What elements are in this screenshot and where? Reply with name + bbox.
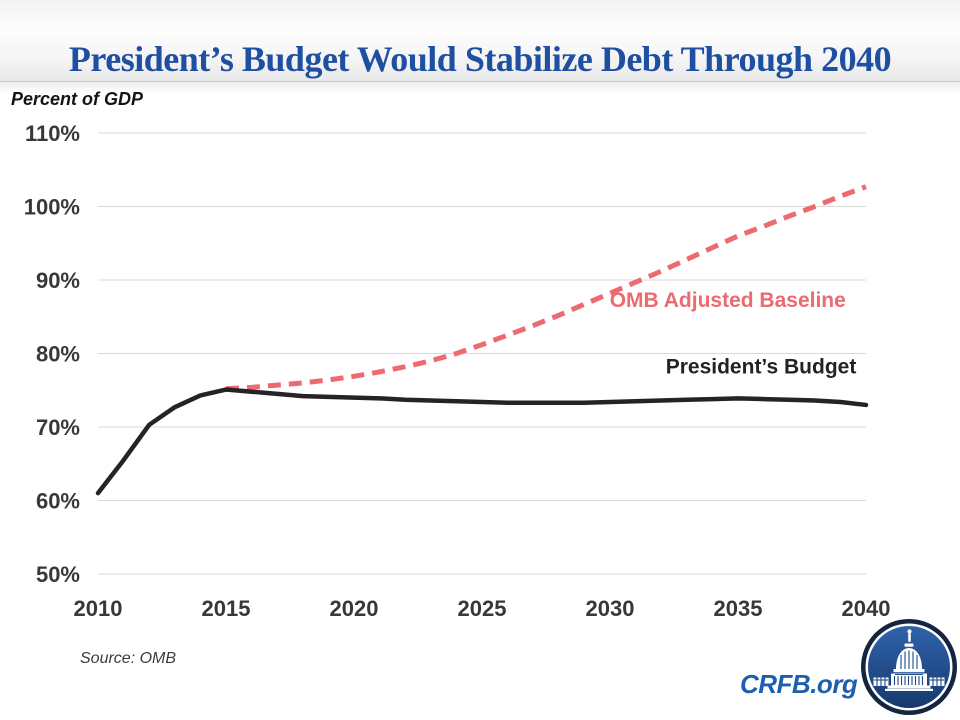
y-tick-label: 90% <box>36 268 80 293</box>
x-tick-label: 2010 <box>74 596 123 621</box>
series-line-omb-adjusted-baseline <box>225 184 867 392</box>
page-title: President’s Budget Would Stabilize Debt … <box>68 39 892 79</box>
x-tick-label: 2020 <box>330 596 379 621</box>
y-axis-unit-label: Percent of GDP <box>11 89 144 109</box>
y-tick-label: 50% <box>36 562 80 587</box>
y-tick-label: 100% <box>24 195 80 220</box>
brand-text: CRFB.org <box>740 669 858 699</box>
series-label: President’s Budget <box>666 355 857 378</box>
header-band <box>0 0 960 82</box>
x-tick-label: 2040 <box>842 596 891 621</box>
y-tick-label: 110% <box>25 121 80 146</box>
x-tick-label: 2035 <box>714 596 763 621</box>
y-tick-label: 60% <box>36 489 80 514</box>
capitol-column-lines <box>874 650 944 686</box>
y-tick-label: 80% <box>36 342 80 367</box>
x-tick-label: 2015 <box>202 596 251 621</box>
x-tick-label: 2025 <box>458 596 507 621</box>
source-note: Source: OMB <box>80 650 177 667</box>
crfb-capitol-logo-icon <box>861 619 957 715</box>
header-band-shadow <box>0 82 960 95</box>
y-tick-label: 70% <box>36 415 80 440</box>
x-tick-label: 2030 <box>586 596 635 621</box>
series-line-president-s-budget <box>95 387 869 496</box>
series-label: OMB Adjusted Baseline <box>610 289 846 312</box>
